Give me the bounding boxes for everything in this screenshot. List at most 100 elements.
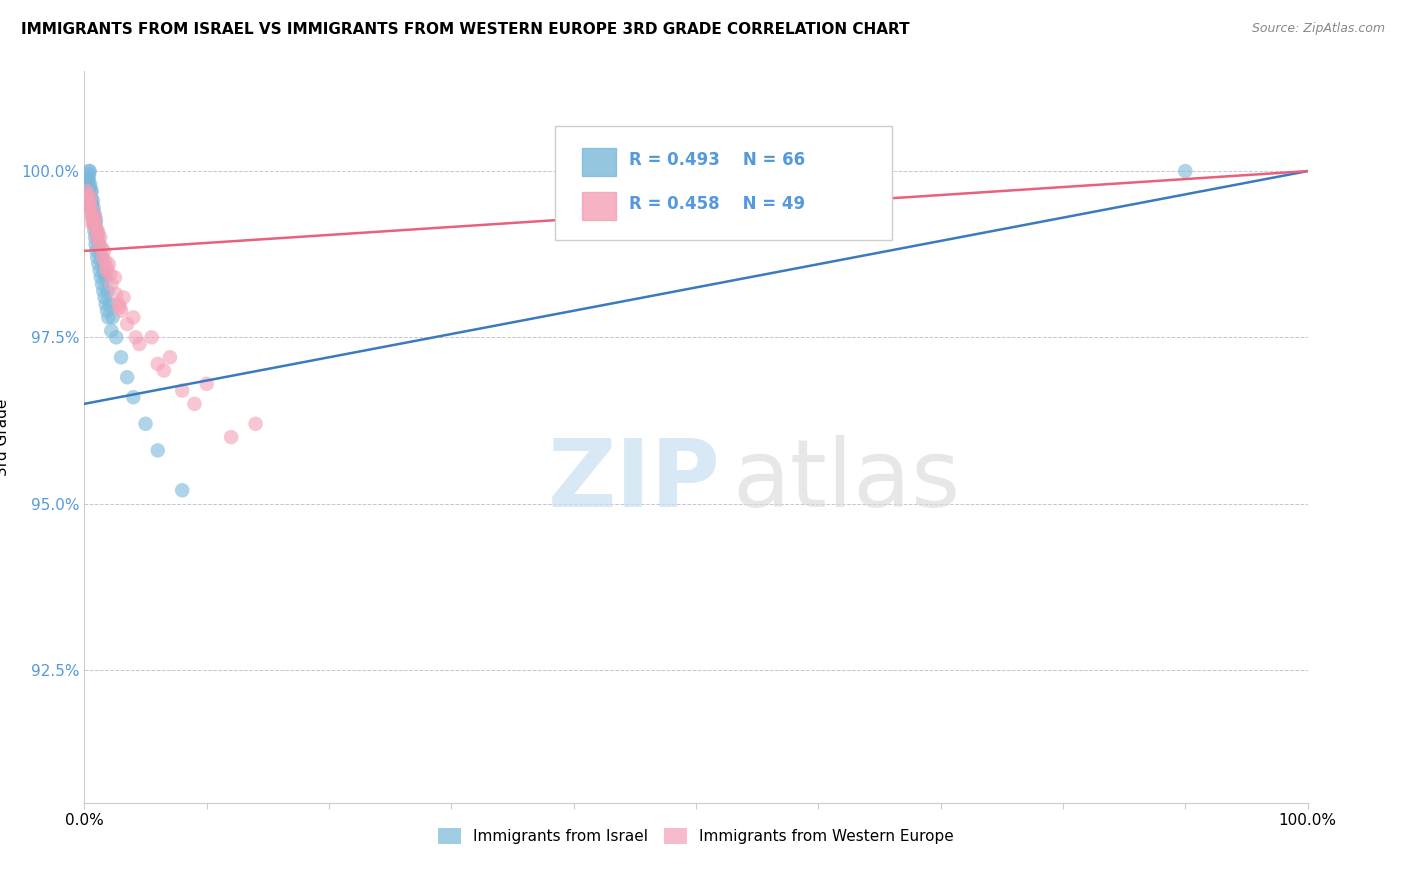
Point	[75, 191, 97, 205]
Point	[96, 264, 118, 278]
Point	[105, 287, 128, 301]
Bar	[582, 192, 616, 219]
Point	[89, 244, 111, 258]
Point	[76, 184, 98, 198]
Point	[79, 178, 101, 192]
Point	[84, 211, 107, 225]
Point	[79, 197, 101, 211]
Point	[79, 164, 101, 178]
Text: IMMIGRANTS FROM ISRAEL VS IMMIGRANTS FROM WESTERN EUROPE 3RD GRADE CORRELATION C: IMMIGRANTS FROM ISRAEL VS IMMIGRANTS FRO…	[21, 22, 910, 37]
Point	[91, 257, 114, 271]
Point	[122, 310, 145, 325]
Point	[79, 191, 101, 205]
Point	[83, 201, 105, 215]
Point	[87, 237, 110, 252]
Point	[1174, 164, 1197, 178]
Point	[128, 337, 150, 351]
Point	[82, 204, 104, 219]
Point	[108, 301, 131, 315]
Point	[195, 376, 218, 391]
Point	[94, 253, 117, 268]
Point	[76, 180, 98, 194]
Point	[83, 211, 105, 225]
Point	[82, 217, 104, 231]
Point	[93, 244, 115, 258]
Point	[93, 290, 115, 304]
Point	[76, 194, 98, 208]
Point	[80, 207, 103, 221]
Point	[82, 204, 104, 219]
Point	[83, 207, 105, 221]
Point	[76, 184, 98, 198]
Point	[82, 194, 104, 208]
Point	[86, 224, 108, 238]
Point	[79, 180, 101, 194]
Point	[98, 267, 121, 281]
Point	[80, 197, 103, 211]
Point	[93, 264, 115, 278]
Point	[112, 290, 135, 304]
Point	[107, 297, 129, 311]
Point	[87, 237, 110, 252]
Point	[96, 303, 118, 318]
Point	[86, 230, 108, 244]
Point	[77, 170, 100, 185]
Point	[77, 197, 100, 211]
Point	[84, 230, 107, 244]
Point	[100, 324, 122, 338]
Point	[80, 211, 103, 225]
Point	[77, 191, 100, 205]
Point	[125, 330, 148, 344]
Point	[100, 277, 122, 292]
Point	[76, 178, 98, 192]
Point	[77, 170, 100, 185]
Point	[146, 443, 169, 458]
Point	[91, 284, 114, 298]
FancyBboxPatch shape	[555, 126, 891, 240]
Point	[115, 370, 138, 384]
Point	[82, 204, 104, 219]
Point	[82, 211, 104, 225]
Point	[87, 230, 110, 244]
Point	[90, 251, 112, 265]
Point	[94, 270, 117, 285]
Point	[105, 330, 128, 344]
Text: Source: ZipAtlas.com: Source: ZipAtlas.com	[1251, 22, 1385, 36]
Point	[76, 174, 98, 188]
Point	[97, 284, 120, 298]
Point	[84, 214, 107, 228]
Point	[91, 251, 114, 265]
Point	[77, 174, 100, 188]
Point	[245, 417, 267, 431]
Point	[219, 430, 242, 444]
Point	[115, 317, 138, 331]
Point	[87, 224, 110, 238]
Point	[159, 351, 181, 365]
Point	[97, 310, 120, 325]
Point	[153, 363, 176, 377]
Point	[90, 270, 112, 285]
Point	[75, 187, 97, 202]
Point	[183, 397, 205, 411]
Point	[104, 270, 127, 285]
Point	[80, 191, 103, 205]
Point	[101, 310, 124, 325]
Point	[135, 417, 157, 431]
Point	[77, 164, 100, 178]
Point	[84, 237, 107, 252]
Y-axis label: 3rd Grade: 3rd Grade	[0, 399, 10, 475]
Bar	[582, 148, 616, 176]
Point	[172, 384, 194, 398]
Point	[80, 184, 103, 198]
Point	[83, 217, 105, 231]
Text: R = 0.493    N = 66: R = 0.493 N = 66	[628, 151, 804, 169]
Point	[94, 297, 117, 311]
Point	[122, 390, 145, 404]
Point	[90, 241, 112, 255]
Point	[91, 277, 114, 292]
Legend: Immigrants from Israel, Immigrants from Western Europe: Immigrants from Israel, Immigrants from …	[432, 822, 960, 850]
Point	[172, 483, 194, 498]
Text: ZIP: ZIP	[547, 435, 720, 527]
Point	[87, 227, 110, 242]
Point	[141, 330, 163, 344]
